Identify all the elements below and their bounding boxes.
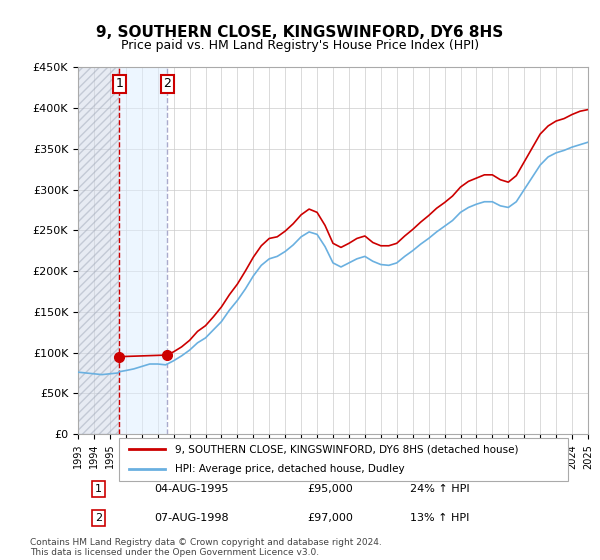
- Bar: [119, 67, 167, 434]
- Text: HPI: Average price, detached house, Dudley: HPI: Average price, detached house, Dudl…: [175, 464, 404, 474]
- Text: 1: 1: [95, 484, 102, 494]
- Text: Contains HM Land Registry data © Crown copyright and database right 2024.
This d: Contains HM Land Registry data © Crown c…: [30, 538, 382, 557]
- Text: 2: 2: [95, 513, 102, 523]
- Text: 07-AUG-1998: 07-AUG-1998: [155, 513, 229, 523]
- Text: £95,000: £95,000: [308, 484, 353, 494]
- Text: 04-AUG-1995: 04-AUG-1995: [155, 484, 229, 494]
- Bar: [78, 67, 119, 434]
- Text: Price paid vs. HM Land Registry's House Price Index (HPI): Price paid vs. HM Land Registry's House …: [121, 39, 479, 52]
- FancyBboxPatch shape: [119, 437, 568, 481]
- Text: 9, SOUTHERN CLOSE, KINGSWINFORD, DY6 8HS (detached house): 9, SOUTHERN CLOSE, KINGSWINFORD, DY6 8HS…: [175, 444, 518, 454]
- Text: 9, SOUTHERN CLOSE, KINGSWINFORD, DY6 8HS: 9, SOUTHERN CLOSE, KINGSWINFORD, DY6 8HS: [97, 25, 503, 40]
- Text: 2: 2: [163, 77, 171, 90]
- Text: £97,000: £97,000: [308, 513, 353, 523]
- Text: 24% ↑ HPI: 24% ↑ HPI: [409, 484, 469, 494]
- Text: 13% ↑ HPI: 13% ↑ HPI: [409, 513, 469, 523]
- Text: 1: 1: [115, 77, 123, 90]
